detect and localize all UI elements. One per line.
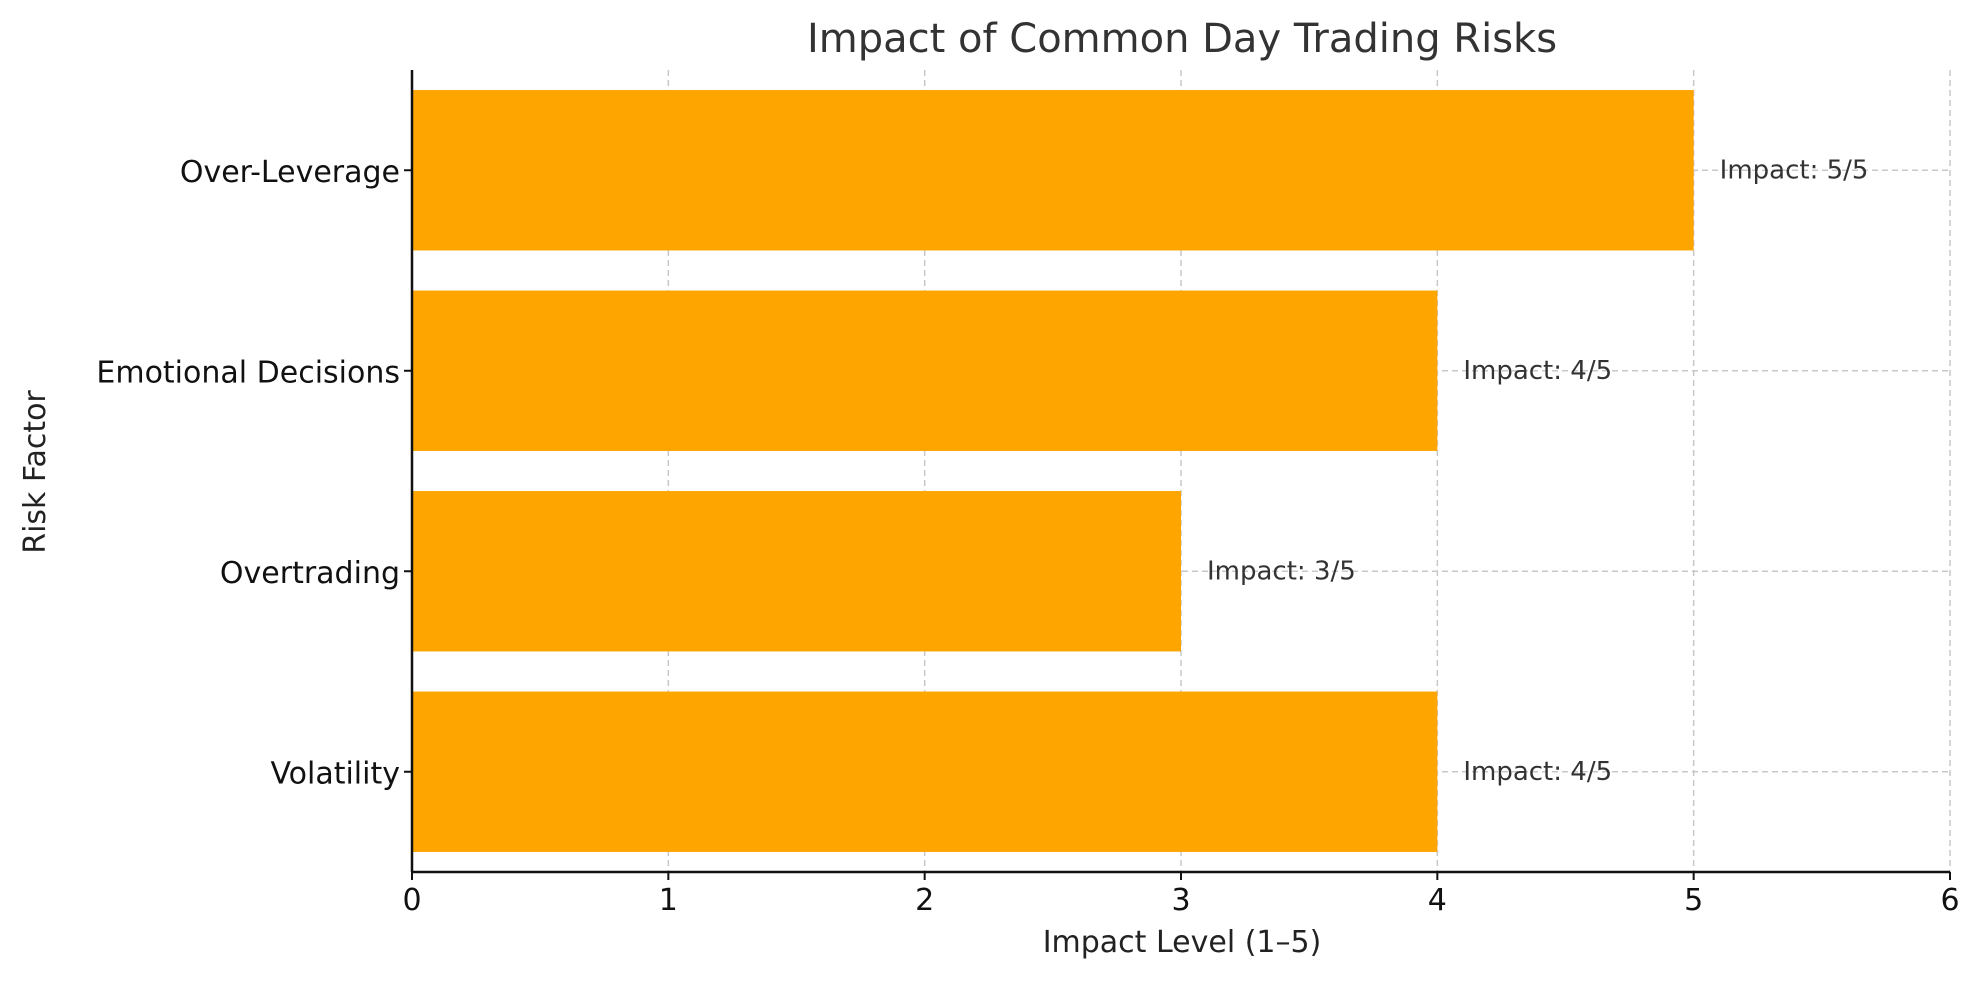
data-label-1: Impact: 3/5 [1207, 556, 1356, 586]
x-tick-label-1: 1 [659, 883, 678, 918]
y-tick-label-0: Volatility [270, 756, 400, 791]
x-axis-label: Impact Level (1–5) [1043, 925, 1322, 960]
x-tick-label-5: 5 [1684, 883, 1703, 918]
axes: Volatility Overtrading Emotional Decisions… [96, 70, 1960, 918]
chart-title: Impact of Common Day Trading Risks [807, 16, 1557, 62]
data-labels: Impact: 4/5 Impact: 3/5 Impact: 4/5 Impact:… [1207, 155, 1868, 787]
x-tick-label-6: 6 [1940, 883, 1959, 918]
bar-2 [412, 290, 1438, 451]
data-label-3: Impact: 5/5 [1720, 155, 1869, 185]
x-tick-label-4: 4 [1428, 883, 1447, 918]
bars [412, 90, 1694, 852]
bar-0 [412, 691, 1438, 852]
data-label-2: Impact: 4/5 [1463, 356, 1612, 386]
bar-3 [412, 90, 1694, 251]
x-tick-label-0: 0 [402, 883, 421, 918]
bar-1 [412, 491, 1181, 652]
x-tick-label-3: 3 [1171, 883, 1190, 918]
x-tick-label-2: 2 [915, 883, 934, 918]
y-tick-label-2: Emotional Decisions [96, 355, 400, 390]
y-tick-label-3: Over-Leverage [180, 155, 400, 190]
y-axis-label: Risk Factor [18, 390, 53, 554]
data-label-0: Impact: 4/5 [1463, 757, 1612, 787]
y-tick-label-1: Overtrading [220, 556, 400, 591]
